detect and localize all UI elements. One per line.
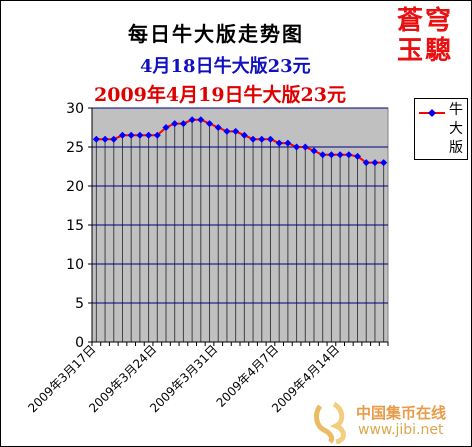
y-tick-label: 10: [66, 257, 84, 273]
data-point: [319, 151, 327, 159]
data-point: [162, 124, 170, 131]
data-point: [310, 147, 318, 155]
y-tick-label: 25: [66, 140, 84, 156]
data-point: [127, 131, 135, 139]
watermark-site-url: www.jibi.net: [358, 422, 444, 438]
data-point: [188, 116, 196, 124]
data-point: [214, 124, 222, 131]
chart-subtitle-price-apr18: 4月18日牛大版23元: [140, 56, 311, 77]
series-line: [96, 118, 384, 164]
seal-line-1: 蒼穹: [396, 6, 453, 36]
data-point: [136, 131, 144, 139]
data-point: [240, 131, 248, 139]
data-point: [145, 131, 153, 139]
data-point: [153, 131, 161, 139]
data-point: [284, 139, 292, 147]
data-point: [249, 135, 257, 143]
data-point: [258, 135, 266, 143]
data-point: [301, 143, 309, 151]
x-tick-label: 2009年4月7日: [214, 342, 282, 410]
data-point: [266, 135, 274, 143]
data-point: [362, 159, 370, 167]
y-tick-label: 5: [75, 296, 84, 312]
data-point: [197, 116, 205, 124]
y-tick-label: 0: [75, 335, 84, 351]
y-tick-label: 20: [66, 179, 84, 195]
data-point: [223, 127, 231, 135]
data-point: [327, 151, 335, 159]
legend-line-marker-icon: [419, 109, 445, 117]
data-point: [354, 152, 362, 160]
data-point: [336, 151, 344, 159]
site-logo-icon: [314, 401, 346, 444]
data-point: [275, 139, 283, 147]
data-point: [179, 120, 187, 128]
data-point: [345, 151, 353, 159]
data-point: [110, 135, 118, 143]
chart-title: 每日牛大版走势图: [128, 22, 304, 46]
watermark-site-name: 中国集币在线: [356, 404, 447, 422]
data-point: [101, 135, 109, 143]
site-watermark: 中国集币在线 www.jibi.net: [310, 398, 470, 444]
data-point: [206, 120, 214, 128]
chart-subtitle-price-apr19: 2009年4月19日牛大版23元: [94, 84, 346, 106]
data-point: [371, 159, 379, 167]
chart-legend: 牛大版: [414, 98, 468, 160]
data-point: [380, 159, 388, 167]
y-tick-label: 30: [66, 101, 84, 117]
seal-line-2: 玉驄: [396, 36, 453, 66]
data-point: [293, 143, 301, 151]
author-seal: 蒼穹 玉驄: [388, 6, 462, 68]
y-tick-label: 15: [66, 218, 84, 234]
legend-series-label: 牛大版: [449, 102, 463, 156]
data-point: [232, 127, 240, 135]
data-point: [171, 120, 179, 128]
data-point: [92, 135, 100, 143]
data-point: [118, 131, 126, 139]
